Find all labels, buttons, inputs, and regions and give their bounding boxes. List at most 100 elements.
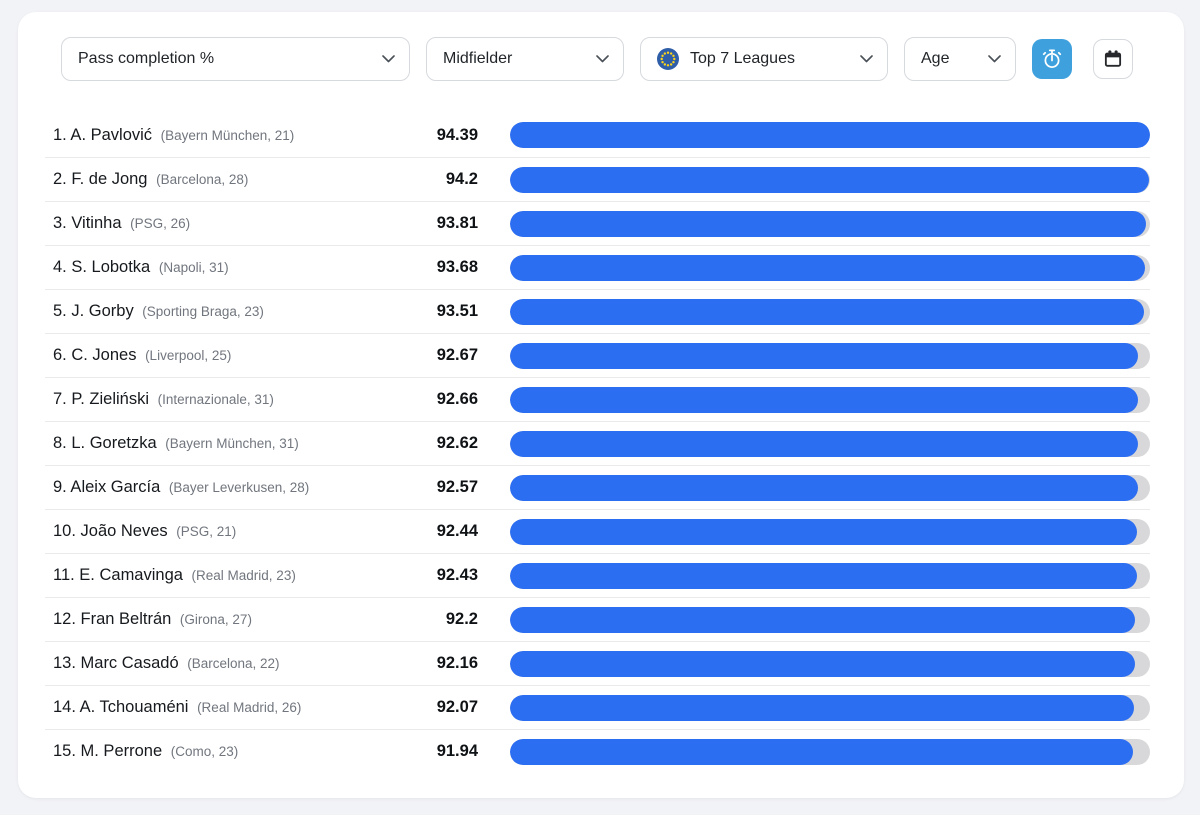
chevron-down-icon [382,55,395,63]
league-dropdown-label: Top 7 Leagues [690,50,795,67]
player-rank-name-wrap: 5. J. Gorby (Sporting Braga, 23) [53,302,398,321]
player-bar-track [510,430,1150,457]
player-bar-track [510,122,1150,148]
player-bar-track [510,694,1150,721]
player-rank-name: 13. Marc Casadó [53,654,179,672]
player-bar-fill [510,298,1145,325]
player-club-age: (Girona, 27) [179,612,252,627]
player-bar-track [510,650,1150,677]
eu-flag-icon [657,48,679,70]
player-value: 92.07 [436,698,478,716]
player-row[interactable]: 1. A. Pavlović (Bayern München, 21) 94.3… [45,113,1150,157]
player-value: 93.68 [436,258,478,276]
player-rank-name: 2. F. de Jong [53,170,148,188]
stopwatch-icon [1041,48,1063,70]
player-rank-name-wrap: 8. L. Goretzka (Bayern München, 31) [53,434,398,453]
metric-dropdown-label: Pass completion % [78,50,215,67]
player-club-age: (PSG, 26) [130,216,191,231]
player-value: 91.94 [436,742,478,760]
player-rank-name-wrap: 6. C. Jones (Liverpool, 25) [53,346,398,365]
player-row[interactable]: 15. M. Perrone (Como, 23) 91.94 [45,729,1150,773]
chevron-down-icon [988,55,1001,63]
calendar-button[interactable] [1093,39,1133,79]
player-bar-fill [510,166,1149,193]
player-bar-fill [510,474,1138,501]
player-club-age: (Sporting Braga, 23) [142,304,264,319]
player-bar-track [510,254,1150,281]
player-club-age: (Napoli, 31) [158,260,229,275]
position-dropdown[interactable]: Midfielder [426,37,624,81]
player-club-age: (Real Madrid, 26) [197,700,302,715]
player-club-age: (Bayern München, 21) [160,127,295,143]
age-dropdown[interactable]: Age [904,37,1016,81]
player-bar-track [510,606,1150,633]
player-rank-name-wrap: 1. A. Pavlović (Bayern München, 21) [53,126,398,145]
player-value: 92.66 [436,390,478,408]
chevron-down-icon [596,55,609,63]
player-bar-fill [510,738,1134,765]
player-rank-name-wrap: 11. E. Camavinga (Real Madrid, 23) [53,566,398,585]
chevron-down-icon [860,55,873,63]
player-rank-name: 3. Vitinha [53,214,122,232]
player-value: 92.43 [436,566,478,584]
player-row[interactable]: 4. S. Lobotka (Napoli, 31) 93.68 [45,245,1150,289]
player-bar-fill [510,694,1135,721]
player-bar-track [510,210,1150,237]
player-row[interactable]: 2. F. de Jong (Barcelona, 28) 94.2 [45,157,1150,201]
player-rank-name-wrap: 12. Fran Beltrán (Girona, 27) [53,610,398,629]
player-row[interactable]: 8. L. Goretzka (Bayern München, 31) 92.6… [45,421,1150,465]
player-row[interactable]: 3. Vitinha (PSG, 26) 93.81 [45,201,1150,245]
stats-card: Pass completion % Midfielder [18,12,1184,798]
filter-bar: Pass completion % Midfielder [61,37,1184,81]
player-bar-fill [510,210,1147,237]
player-rank-name: 15. M. Perrone [53,742,163,760]
player-row[interactable]: 14. A. Tchouaméni (Real Madrid, 26) 92.0… [45,685,1150,729]
player-rank-name-wrap: 2. F. de Jong (Barcelona, 28) [53,170,398,189]
player-row[interactable]: 13. Marc Casadó (Barcelona, 22) 92.16 [45,641,1150,685]
player-rank-name: 14. A. Tchouaméni [53,698,189,716]
player-bar-fill [510,650,1135,677]
player-rank-name: 8. L. Goretzka [53,434,157,452]
player-row[interactable]: 10. João Neves (PSG, 21) 92.44 [45,509,1150,553]
player-row[interactable]: 6. C. Jones (Liverpool, 25) 92.67 [45,333,1150,377]
timer-toggle-button[interactable] [1032,39,1072,79]
player-bar-fill [510,606,1136,633]
player-club-age: (Liverpool, 25) [145,348,232,363]
player-bar-fill [510,254,1146,281]
league-dropdown[interactable]: Top 7 Leagues [640,37,888,81]
player-value: 94.2 [445,170,478,188]
player-bar-fill [510,430,1138,457]
player-row[interactable]: 9. Aleix García (Bayer Leverkusen, 28) 9… [45,465,1150,509]
player-club-age: (Barcelona, 28) [156,172,249,187]
metric-dropdown[interactable]: Pass completion % [61,37,410,81]
player-row[interactable]: 11. E. Camavinga (Real Madrid, 23) 92.43 [45,553,1150,597]
player-club-age: (Barcelona, 22) [187,656,280,671]
age-dropdown-label: Age [921,50,950,67]
player-bar-track [510,562,1150,589]
player-row[interactable]: 7. P. Zieliński (Internazionale, 31) 92.… [45,377,1150,421]
player-bar-track [510,386,1150,413]
player-bar-fill [510,562,1137,589]
player-club-age: (Como, 23) [170,744,239,759]
player-value: 92.2 [445,610,478,628]
player-bar-track [510,342,1150,369]
player-rank-name-wrap: 14. A. Tchouaméni (Real Madrid, 26) [53,698,398,717]
player-value: 92.16 [436,654,478,672]
player-value: 92.44 [436,522,478,540]
player-club-age: (Bayern München, 31) [165,436,299,451]
player-club-age: (PSG, 21) [176,524,237,539]
player-club-age: (Real Madrid, 23) [191,568,296,583]
player-row[interactable]: 12. Fran Beltrán (Girona, 27) 92.2 [45,597,1150,641]
player-rank-name: 5. J. Gorby [53,302,134,320]
player-rank-name: 11. E. Camavinga [53,566,183,584]
player-value: 93.81 [436,214,478,232]
player-list: 1. A. Pavlović (Bayern München, 21) 94.3… [45,113,1150,773]
player-row[interactable]: 5. J. Gorby (Sporting Braga, 23) 93.51 [45,289,1150,333]
player-rank-name-wrap: 9. Aleix García (Bayer Leverkusen, 28) [53,478,398,497]
player-rank-name-wrap: 15. M. Perrone (Como, 23) [53,742,398,761]
player-club-age: (Bayer Leverkusen, 28) [168,480,310,495]
player-value: 94.39 [436,125,478,144]
player-bar-fill [510,386,1139,413]
player-bar-fill [510,518,1137,545]
player-rank-name-wrap: 10. João Neves (PSG, 21) [53,522,398,541]
